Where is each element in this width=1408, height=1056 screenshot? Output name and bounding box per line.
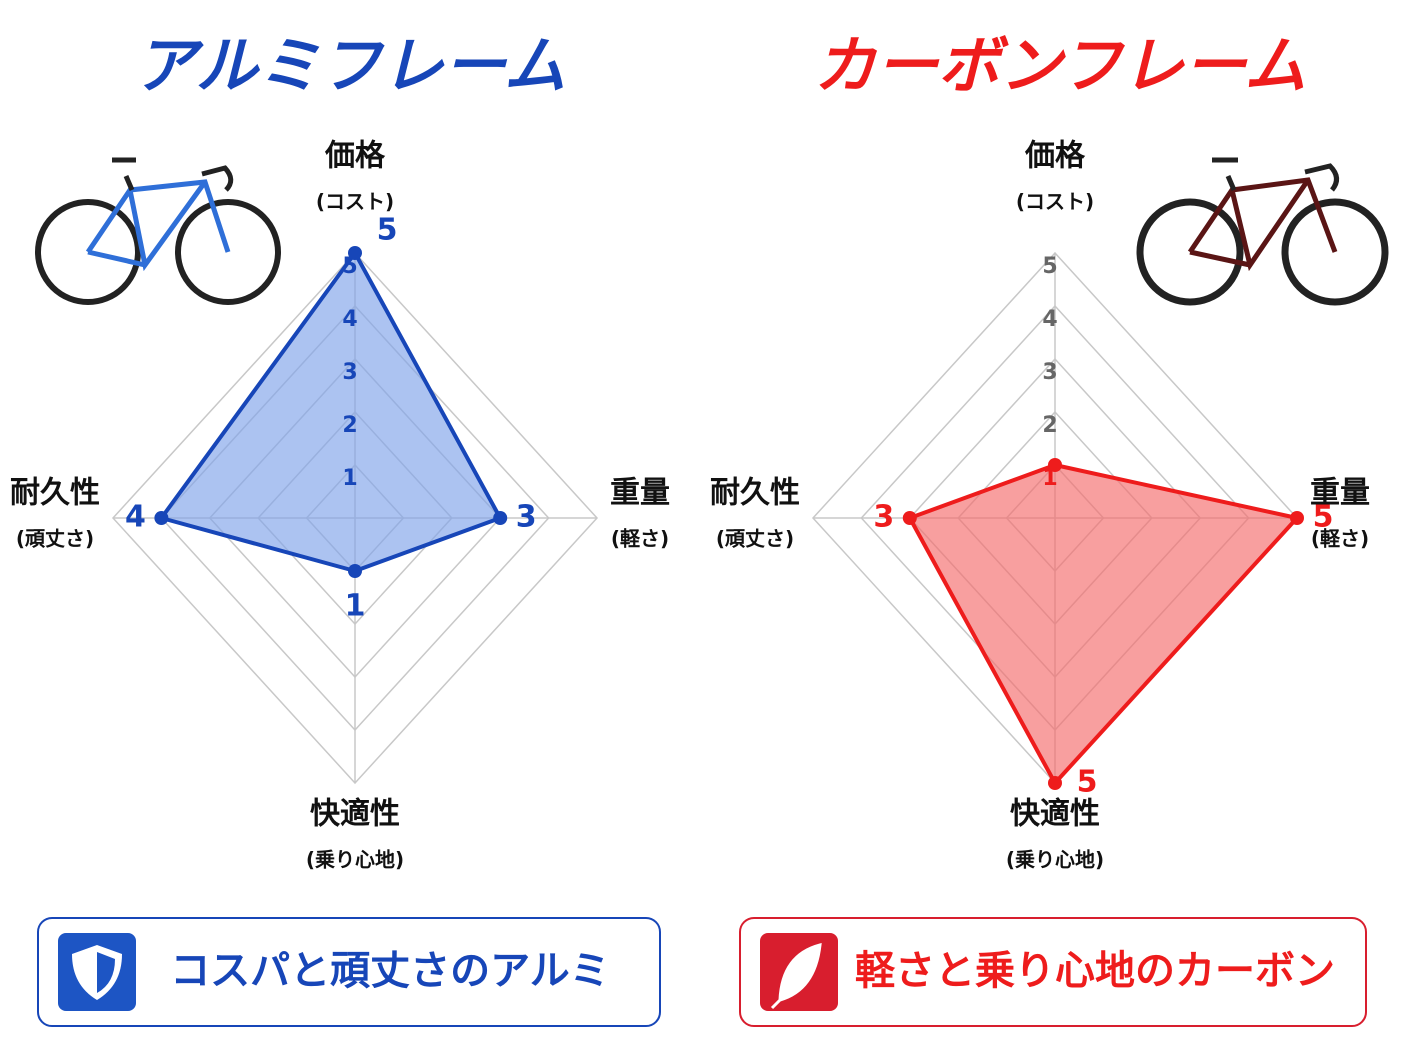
tick-label: 2: [1042, 413, 1057, 438]
value-label: 5: [1313, 500, 1334, 535]
axis-sublabel: (コスト): [1016, 190, 1094, 214]
data-area: [907, 463, 1299, 785]
tick-label: 3: [342, 360, 357, 385]
tick-label: 1: [1042, 466, 1057, 491]
axis-label: 耐久性: [10, 476, 100, 511]
data-point: [493, 511, 508, 525]
axis-sublabel: (頑丈さ): [716, 527, 794, 551]
data-point: [1048, 776, 1062, 790]
tick-label: 1: [342, 466, 357, 491]
value-label: 4: [125, 500, 146, 535]
value-label: 5: [377, 213, 398, 248]
feather-shape: [770, 942, 822, 1010]
data-point: [1048, 458, 1062, 472]
data-point: [348, 564, 362, 578]
caption: コスパと頑丈さのアルミ: [170, 948, 610, 994]
tick-label: 4: [342, 307, 357, 332]
data-point: [154, 511, 169, 525]
tick-label: 3: [1042, 360, 1057, 385]
value-label: 1: [345, 589, 366, 624]
chart-title: カーボンフレーム: [814, 29, 1306, 102]
axis-sublabel: (軽さ): [611, 527, 669, 551]
tick-label: 2: [342, 413, 357, 438]
caption-box: [37, 917, 661, 1027]
axis-sublabel: (軽さ): [1311, 527, 1369, 551]
axis-sublabel: (コスト): [316, 190, 394, 214]
caption-box: [739, 917, 1367, 1027]
shield-shape: [97, 952, 115, 993]
data-point: [1290, 511, 1304, 525]
axis-label: 快適性: [310, 797, 400, 832]
axis-label: 重量: [610, 476, 670, 511]
data-point: [348, 246, 362, 260]
axis-label: 価格: [324, 139, 386, 174]
value-label: 3: [873, 500, 894, 535]
axis-label: 快適性: [1010, 797, 1100, 832]
chart-title: アルミフレーム: [134, 29, 566, 102]
value-label: 3: [516, 500, 537, 535]
axis-sublabel: (頑丈さ): [16, 527, 94, 551]
value-label: 5: [1077, 765, 1098, 800]
axis-label: 耐久性: [710, 476, 800, 511]
axis-label: 価格: [1024, 139, 1086, 174]
axis-sublabel: (乗り心地): [306, 848, 404, 872]
caption: 軽さと乗り心地のカーボン: [855, 948, 1335, 994]
axis-sublabel: (乗り心地): [1006, 848, 1104, 872]
tick-label: 4: [1042, 307, 1057, 332]
axis-label: 重量: [1310, 476, 1370, 511]
bike-icon: [35, 157, 281, 305]
tick-label: 5: [342, 254, 357, 279]
tick-label: 5: [1042, 254, 1057, 279]
bike-icon: [1136, 157, 1389, 306]
data-point: [902, 511, 917, 525]
